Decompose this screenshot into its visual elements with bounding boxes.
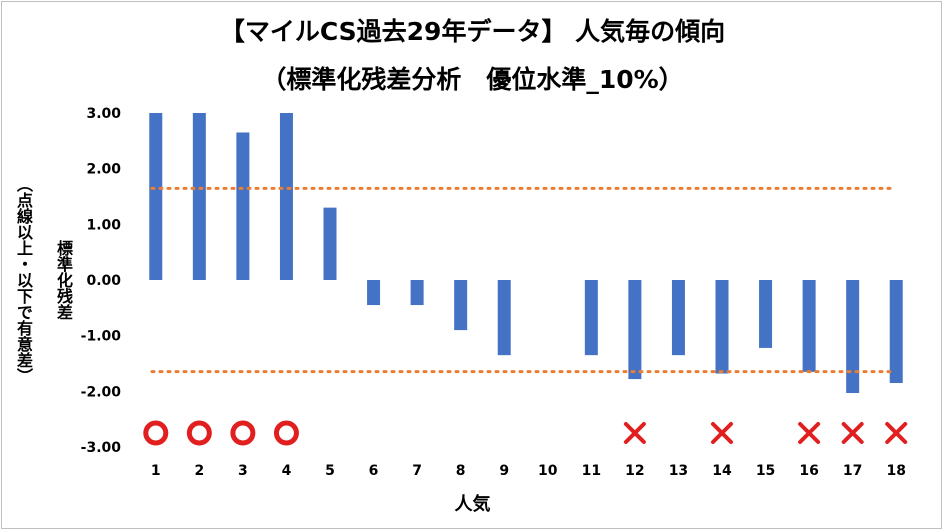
x-tick-label: 14 (712, 463, 732, 479)
circle-marker-icon (186, 420, 212, 446)
bar (759, 280, 773, 348)
chart-title: 【マイルCS過去29年データ】 人気毎の傾向 (219, 17, 726, 46)
y-axis-note: （点線以上・以下で有意差） (14, 176, 33, 384)
bar (671, 280, 685, 356)
bar (236, 132, 250, 280)
bar (628, 280, 642, 380)
x-tick-label: 18 (886, 463, 905, 479)
x-tick-label: 9 (499, 463, 509, 479)
circle-marker-icon (273, 420, 299, 446)
y-tick-label: -2.00 (81, 384, 122, 400)
y-tick-label: 2.00 (86, 162, 121, 178)
circle-marker-icon (143, 420, 169, 446)
x-tick-label: 3 (238, 463, 248, 479)
x-tick-label: 13 (669, 463, 688, 479)
x-tick-label: 8 (456, 463, 466, 479)
x-tick-label: 4 (282, 463, 292, 479)
x-tick-label: 5 (325, 463, 335, 479)
y-tick-label: 3.00 (86, 106, 121, 122)
x-tick-label: 1 (151, 463, 161, 479)
x-tick-label: 2 (194, 463, 204, 479)
bar (192, 113, 206, 280)
bar (497, 280, 511, 356)
x-tick-label: 17 (843, 463, 862, 479)
x-tick-label: 7 (412, 463, 422, 479)
x-axis-label: 人気 (454, 494, 491, 515)
x-tick-label: 15 (756, 463, 775, 479)
chart-subtitle: （標準化残差分析 優位水準_10%） (261, 65, 684, 94)
y-tick-label: 1.00 (86, 217, 121, 233)
cross-marker-icon (841, 422, 864, 444)
bar (410, 280, 424, 306)
cross-marker-icon (623, 422, 646, 444)
bar (802, 280, 816, 372)
y-tick-label: -3.00 (81, 440, 122, 456)
x-tick-label: 10 (538, 463, 558, 479)
bar (715, 280, 729, 374)
y-tick-label: 0.00 (86, 273, 121, 289)
x-tick-label: 6 (369, 463, 379, 479)
bar (323, 207, 337, 280)
bar (454, 280, 468, 331)
x-tick-label: 12 (625, 463, 644, 479)
cross-marker-icon (798, 422, 821, 444)
bar (367, 280, 381, 306)
bar (584, 280, 598, 356)
x-tick-label: 16 (799, 463, 818, 479)
y-tick-label: -1.00 (81, 329, 122, 345)
cross-marker-icon (711, 422, 733, 444)
cross-marker-icon (885, 422, 908, 444)
bar (846, 280, 860, 394)
bar (279, 113, 293, 280)
circle-marker-icon (230, 420, 256, 446)
y-axis-label-group: 標準化残差 （点線以上・以下で有意差） (7, 145, 87, 415)
bar (149, 113, 163, 280)
x-tick-label: 11 (582, 463, 601, 479)
bar (889, 280, 903, 383)
y-axis-label: 標準化残差 (54, 240, 73, 320)
